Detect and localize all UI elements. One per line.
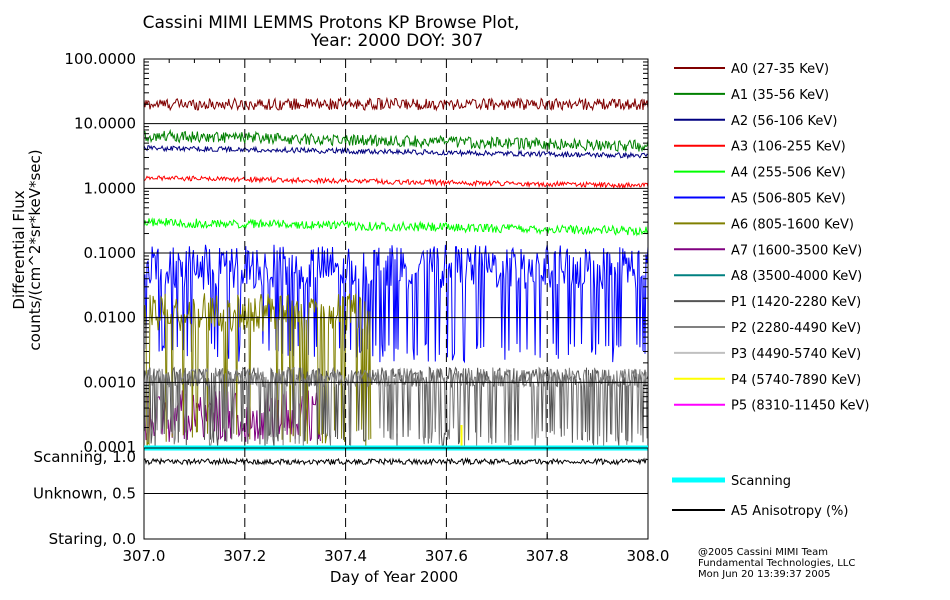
series-line-a2 (143, 144, 649, 160)
y-tick-label: 0.0100 (84, 309, 137, 327)
legend-label-anisotropy: A5 Anisotropy (%) (731, 504, 848, 519)
mode-tick-label: Unknown, 0.5 (33, 485, 136, 503)
mode-tick-label: Staring, 0.0 (49, 530, 136, 548)
x-axis-label: Day of Year 2000 (330, 568, 458, 586)
legend-label-a8: A8 (3500-4000 KeV) (731, 269, 862, 284)
x-tick-label: 307.0 (123, 547, 166, 565)
credit-block: @2005 Cassini MIMI Team Fundamental Tech… (698, 547, 855, 580)
x-tick-label: 308.0 (627, 547, 670, 565)
legend: A0 (27-35 KeV) A1 (35-56 KeV) A2 (56-106 K… (674, 62, 869, 414)
series-line-a4 (143, 217, 649, 237)
mode-panel: Scanning, 1.0 Unknown, 0.5 Staring, 0.0 (33, 445, 649, 548)
chart-subtitle: Year: 2000 DOY: 307 (310, 31, 484, 51)
series-line-a0 (143, 96, 649, 112)
y-tick-label: 100.0000 (64, 50, 136, 68)
credit-line-1: @2005 Cassini MIMI Team (698, 547, 828, 558)
legend-label-p4: P4 (5740-7890 KeV) (731, 373, 861, 388)
legend-label-p1: P1 (1420-2280 KeV) (731, 295, 861, 310)
series-line-a1 (143, 128, 649, 153)
legend-label-a0: A0 (27-35 KeV) (731, 62, 829, 77)
series-line-anisotropy (143, 457, 649, 467)
legend-label-scanning: Scanning (731, 474, 791, 489)
legend-label-a5: A5 (506-805 KeV) (731, 192, 846, 207)
y-tick-label: 1.0000 (84, 179, 137, 197)
legend-label-p5: P5 (8310-11450 KeV) (731, 399, 869, 414)
x-tick-label: 307.8 (526, 547, 569, 565)
legend-label-a2: A2 (56-106 KeV) (731, 114, 837, 129)
legend-label-a7: A7 (1600-3500 KeV) (731, 243, 862, 258)
legend-label-a3: A3 (106-255 KeV) (731, 140, 846, 155)
x-tick-label: 307.6 (425, 547, 468, 565)
y-axis-label-line2: counts/(cm^2*sr*keV*sec) (26, 149, 44, 350)
mode-tick-label: Scanning, 1.0 (33, 448, 136, 466)
mode-legend: Scanning A5 Anisotropy (%) (672, 474, 848, 519)
flux-panel: 100.0000 10.0000 1.0000 0.1000 0.0100 0.0010 0… (64, 50, 649, 456)
series-line-a5 (143, 244, 649, 364)
y-tick-label: 0.1000 (84, 244, 137, 262)
legend-label-a4: A4 (255-506 KeV) (731, 166, 846, 181)
legend-label-a6: A6 (805-1600 KeV) (731, 217, 854, 232)
chart-title: Cassini MIMI LEMMS Protons KP Browse Plo… (143, 13, 520, 33)
y-tick-label: 10.0000 (74, 115, 136, 133)
credit-line-3: Mon Jun 20 13:39:37 2005 (698, 569, 831, 580)
series-line-p2 (143, 366, 649, 448)
mode-panel-frame (143, 447, 649, 540)
legend-label-p2: P2 (2280-4490 KeV) (731, 321, 861, 336)
y-tick-label: 0.0010 (84, 373, 137, 391)
series-line-a3 (143, 175, 649, 190)
credit-line-2: Fundamental Technologies, LLC (698, 558, 855, 569)
legend-label-p3: P3 (4490-5740 KeV) (731, 347, 861, 362)
legend-label-a1: A1 (35-56 KeV) (731, 88, 829, 103)
x-tick-label: 307.2 (223, 547, 266, 565)
y-axis-label-line1: Differential Flux (10, 190, 28, 309)
x-tick-label: 307.4 (324, 547, 367, 565)
y-tick-label: 0.0001 (84, 438, 137, 456)
